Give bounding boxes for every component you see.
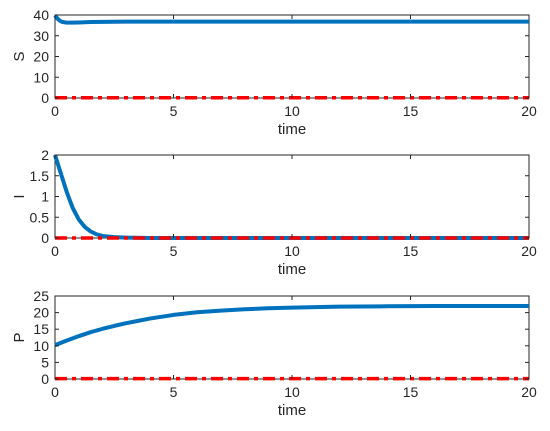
s-panel-y-tick-label: 40: [33, 7, 49, 23]
i-panel-x-tick-label: 0: [51, 243, 59, 259]
i-panel-y-tick-label: 1: [41, 189, 49, 205]
p-panel-y-tick-label: 15: [33, 321, 49, 337]
i-panel-y-tick-label: 0: [41, 230, 49, 246]
p-panel-x-tick-label: 0: [51, 384, 59, 400]
i-panel-y-tick-label: 1.5: [30, 168, 50, 184]
p-panel-x-tick-label: 15: [403, 384, 419, 400]
i-panel-x-tick-label: 10: [284, 243, 300, 259]
p-panel-y-tick-label: 5: [41, 354, 49, 370]
i-panel-ylabel: I: [11, 194, 28, 198]
s-panel: 0 5 10 15 20 0 10 20 30 40 time S: [11, 7, 537, 138]
i-panel-y-tick-label: 2: [41, 147, 49, 163]
s-panel-xlabel: time: [278, 121, 306, 138]
p-panel-y-tick-label: 0: [41, 371, 49, 387]
p-panel-ylabel: P: [11, 332, 28, 342]
i-panel-x-tick-label: 15: [403, 243, 419, 259]
s-panel-ylabel: S: [11, 51, 28, 61]
s-panel-y-tick-label: 20: [33, 49, 49, 65]
p-panel-y-tick-label: 10: [33, 338, 49, 354]
p-panel-y-tick-label: 25: [33, 288, 49, 304]
i-panel-x-tick-label: 20: [521, 243, 537, 259]
i-panel-y-tick-label: 0.5: [30, 209, 50, 225]
p-panel-xlabel: time: [278, 402, 306, 419]
i-panel-axes-box: [54, 154, 530, 239]
s-panel-x-tick-label: 20: [521, 103, 537, 119]
p-panel-y-tick-label: 20: [33, 305, 49, 321]
s-panel-x-tick-label: 15: [403, 103, 419, 119]
s-panel-axes-box: [54, 14, 530, 99]
p-panel-axes-box: [54, 295, 530, 380]
s-panel-y-tick-label: 10: [33, 69, 49, 85]
p-panel-x-tick-label: 20: [521, 384, 537, 400]
i-panel: 0 5 10 15 20 0 0.5 1 1.5 2 time I: [11, 147, 537, 278]
s-panel-y-tick-label: 0: [41, 90, 49, 106]
s-panel-x-tick-label: 10: [284, 103, 300, 119]
i-panel-x-tick-label: 5: [170, 243, 178, 259]
p-panel-x-tick-label: 10: [284, 384, 300, 400]
p-panel-x-tick-label: 5: [170, 384, 178, 400]
s-panel-solid-series: [53, 14, 529, 25]
s-panel-x-tick-label: 0: [51, 103, 59, 119]
i-panel-xlabel: time: [278, 261, 306, 278]
s-panel-y-tick-label: 30: [33, 28, 49, 44]
s-panel-x-tick-label: 5: [170, 103, 178, 119]
p-panel-solid-series: [54, 303, 529, 348]
